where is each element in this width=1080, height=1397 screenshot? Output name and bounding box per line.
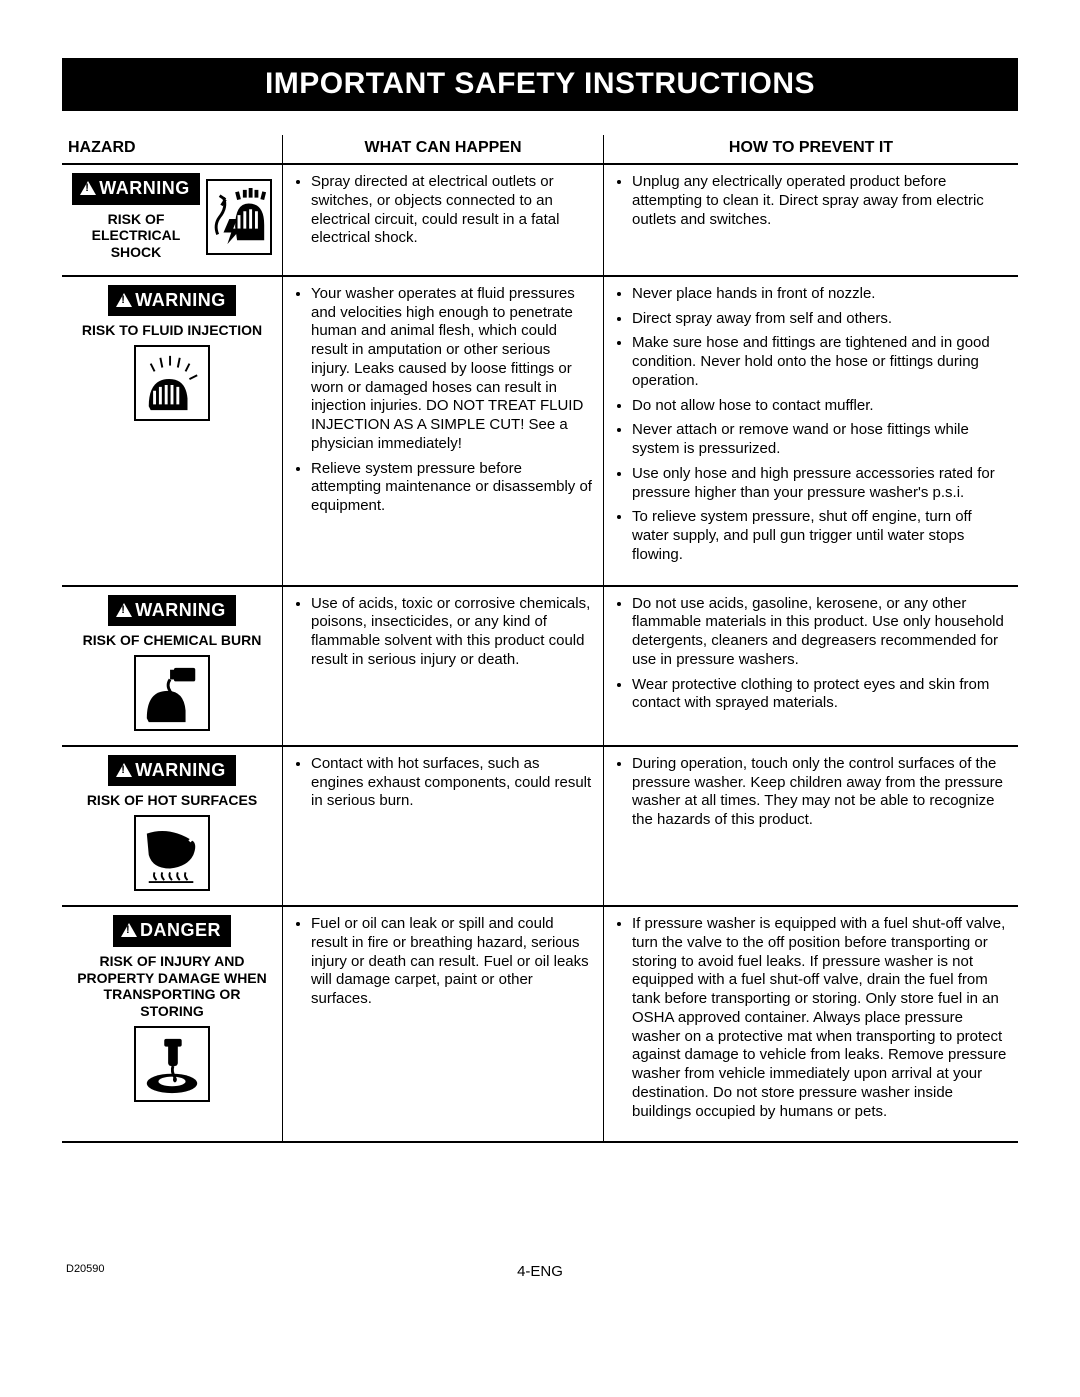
hazard-cell: WARNING RISK OF HOT SURFACES [62,746,283,906]
list-item: Use only hose and high pressure accessor… [632,465,1008,503]
footer-left: D20590 [66,1263,105,1275]
table-row: DANGER RISK OF INJURY AND PROPERTY DAMAGE… [62,906,1018,1142]
hazard-label: RISK TO FLUID INJECTION [72,322,272,339]
how-to-prevent: If pressure washer is equipped with a fu… [604,906,1019,1142]
header-happen: WHAT CAN HAPPEN [283,135,604,164]
list-item: During operation, touch only the control… [632,755,1008,830]
hazard-cell: DANGER RISK OF INJURY AND PROPERTY DAMAGE… [62,906,283,1142]
safety-table: HAZARD WHAT CAN HAPPEN HOW TO PREVENT IT… [62,135,1018,1143]
list-item: Do not use acids, gasoline, kerosene, or… [632,595,1008,670]
footer-center: 4-ENG [517,1263,563,1280]
hazard-label: RISK OF HOT SURFACES [72,792,272,809]
table-row: WARNING RISK TO FLUID INJECTION Your washe… [62,276,1018,586]
list-item: Never place hands in front of nozzle. [632,285,1008,304]
how-to-prevent: During operation, touch only the control… [604,746,1019,906]
page-footer: D20590 4-ENG [62,1263,1018,1275]
hazard-cell: WARNING RISK OF CHEMICAL BURN [62,586,283,746]
hot-icon [134,815,210,891]
how-to-prevent: Never place hands in front of nozzle. Dir… [604,276,1019,586]
list-item: Never attach or remove wand or hose fitt… [632,421,1008,459]
shock-icon [206,179,272,255]
list-item: Unplug any electrically operated product… [632,173,1008,229]
header-hazard: HAZARD [62,135,283,164]
list-item: Fuel or oil can leak or spill and could … [311,915,593,1009]
list-item: Wear protective clothing to protect eyes… [632,676,1008,714]
transport-icon [134,1026,210,1102]
how-to-prevent: Unplug any electrically operated product… [604,164,1019,276]
list-item: Make sure hose and fittings are tightene… [632,334,1008,390]
chemical-icon [134,655,210,731]
warning-badge: WARNING [108,285,236,317]
warning-badge: DANGER [113,915,231,947]
page-title: IMPORTANT SAFETY INSTRUCTIONS [62,58,1018,111]
list-item: Spray directed at electrical outlets or … [311,173,593,248]
hazard-label: RISK OF CHEMICAL BURN [72,632,272,649]
table-row: WARNING RISK OF CHEMICAL BURN Use of acids… [62,586,1018,746]
hazard-cell: WARNING RISK OF ELECTRICAL SHOCK [62,164,283,276]
list-item: Relieve system pressure before attemptin… [311,460,593,516]
warning-badge: WARNING [108,755,236,787]
what-can-happen: Use of acids, toxic or corrosive chemica… [283,586,604,746]
how-to-prevent: Do not use acids, gasoline, kerosene, or… [604,586,1019,746]
hazard-label: RISK OF INJURY AND PROPERTY DAMAGE WHEN … [72,953,272,1020]
injection-icon [134,345,210,421]
list-item: Use of acids, toxic or corrosive chemica… [311,595,593,670]
warning-badge: WARNING [108,595,236,627]
list-item: Contact with hot surfaces, such as engin… [311,755,593,811]
warning-badge: WARNING [72,173,200,205]
list-item: Direct spray away from self and others. [632,310,1008,329]
hazard-label: RISK OF ELECTRICAL SHOCK [72,211,200,261]
what-can-happen: Your washer operates at fluid pressures … [283,276,604,586]
table-row: WARNING RISK OF HOT SURFACES Contact with … [62,746,1018,906]
what-can-happen: Spray directed at electrical outlets or … [283,164,604,276]
what-can-happen: Fuel or oil can leak or spill and could … [283,906,604,1142]
hazard-cell: WARNING RISK TO FLUID INJECTION [62,276,283,586]
header-prevent: HOW TO PREVENT IT [604,135,1019,164]
table-row: WARNING RISK OF ELECTRICAL SHOCK Spray dir… [62,164,1018,276]
list-item: Your washer operates at fluid pressures … [311,285,593,454]
what-can-happen: Contact with hot surfaces, such as engin… [283,746,604,906]
list-item: To relieve system pressure, shut off eng… [632,508,1008,564]
list-item: If pressure washer is equipped with a fu… [632,915,1008,1121]
list-item: Do not allow hose to contact muffler. [632,397,1008,416]
